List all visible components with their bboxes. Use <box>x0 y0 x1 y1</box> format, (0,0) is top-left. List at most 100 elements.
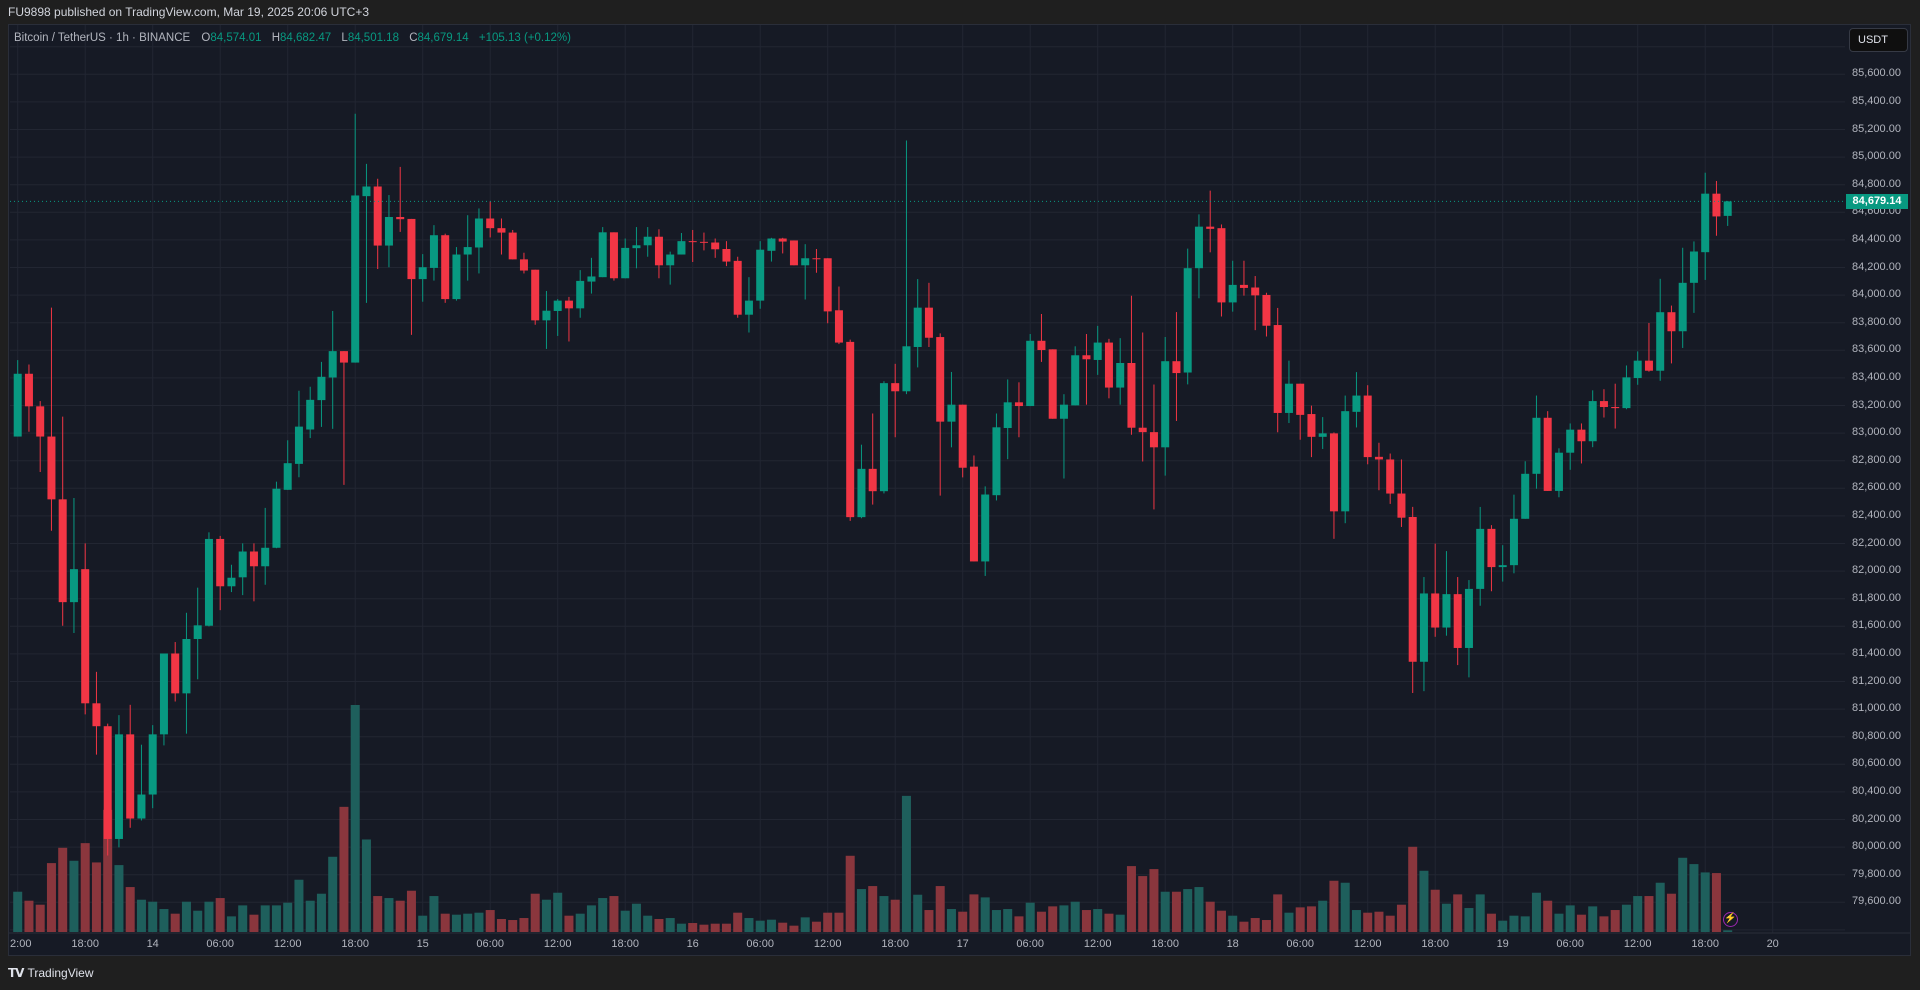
candle-up <box>1284 383 1293 413</box>
candle-down <box>722 249 731 262</box>
candle-down <box>1296 383 1305 415</box>
candle-down <box>1048 349 1057 419</box>
candle-up <box>1341 411 1350 512</box>
change-value: +105.13 (+0.12%) <box>478 32 571 44</box>
candle-up <box>148 734 157 795</box>
volume-bar <box>1284 912 1294 932</box>
candle-up <box>621 247 630 279</box>
candle-up <box>767 238 776 251</box>
publish-header: FU9898 published on TradingView.com, Mar… <box>0 0 1920 24</box>
volume-bar <box>1351 910 1361 932</box>
candle-up <box>981 494 990 562</box>
candle-up <box>1689 251 1698 283</box>
candle-down <box>1127 362 1136 428</box>
candle-up <box>69 569 78 603</box>
volume-bar <box>361 839 371 932</box>
volume-bar <box>609 896 619 932</box>
volume-bar <box>46 863 56 932</box>
volume-bar <box>991 910 1001 932</box>
chart-legend: Bitcoin / TetherUS · 1h · BINANCE O84,57… <box>14 32 578 44</box>
volume-bar <box>1374 911 1384 932</box>
volume-bar <box>418 915 428 932</box>
price-tick-label: 80,800.00 <box>1852 729 1901 742</box>
candle-down <box>126 734 135 819</box>
candle-down <box>1273 325 1282 413</box>
chart-panel[interactable] <box>8 24 1911 956</box>
volume-bar <box>913 894 923 932</box>
candle-down <box>1239 284 1248 288</box>
symbol-title[interactable]: Bitcoin / TetherUS · 1h · BINANCE <box>14 32 191 44</box>
volume-bar <box>1340 882 1350 932</box>
volume-bar <box>350 705 360 932</box>
volume-bar <box>598 898 608 932</box>
candle-up <box>1588 401 1597 442</box>
volume-bar <box>1599 916 1609 932</box>
candle-down <box>936 337 945 422</box>
volume-bar <box>733 912 743 932</box>
volume-bar <box>1408 846 1418 932</box>
candle-down <box>1374 456 1383 460</box>
volume-bar <box>1621 904 1631 932</box>
candles <box>13 113 1732 856</box>
volume-bar <box>406 890 416 932</box>
volume-bar <box>935 886 945 932</box>
volume-bar <box>170 913 180 932</box>
candle-down <box>1712 193 1721 217</box>
volume-bar <box>1003 909 1013 932</box>
volume-bar <box>676 923 686 932</box>
volume-bar <box>1543 900 1553 932</box>
volume-bar <box>69 860 79 932</box>
candle-down <box>1386 459 1395 494</box>
candle-down <box>1599 401 1608 408</box>
volume-bar <box>721 923 731 932</box>
volume-bar <box>665 918 675 932</box>
volume-bar <box>260 905 270 932</box>
candle-down <box>1037 340 1046 351</box>
candle-up <box>542 310 551 321</box>
candle-down <box>1397 493 1406 518</box>
price-tick-label: 81,000.00 <box>1852 702 1901 715</box>
candle-up <box>1228 284 1237 303</box>
volume-bar <box>249 914 259 932</box>
volume-bar <box>1666 893 1676 932</box>
volume-bar <box>1453 894 1463 932</box>
candle-down <box>733 260 742 315</box>
currency-button[interactable]: USDT <box>1849 28 1908 52</box>
candle-up <box>294 426 303 464</box>
candle-up <box>159 653 168 735</box>
volume-bar <box>58 847 68 932</box>
candle-up <box>272 488 281 548</box>
candle-down <box>508 232 517 260</box>
candle-up <box>474 218 483 248</box>
candle-down <box>171 653 180 694</box>
volume-bar <box>823 912 833 932</box>
volume-bar <box>114 865 124 932</box>
volume-bar <box>1419 870 1429 932</box>
price-tick-label: 80,600.00 <box>1852 757 1901 770</box>
lightning-icon[interactable]: ⚡ <box>1723 912 1738 927</box>
candle-up <box>553 300 562 311</box>
volume-bar <box>1149 869 1159 932</box>
candle-up <box>1318 433 1327 437</box>
volume-bar <box>159 909 169 932</box>
candle-up <box>283 463 292 490</box>
volume-bar <box>215 898 225 932</box>
candle-up <box>137 794 146 819</box>
candle-up <box>429 235 438 268</box>
candle-up <box>1678 282 1687 332</box>
candle-down <box>1082 355 1091 360</box>
candle-down <box>924 307 933 338</box>
price-tick-label: 82,600.00 <box>1852 481 1901 494</box>
candle-down <box>519 259 528 271</box>
volume-bar <box>1160 891 1170 932</box>
candle-down <box>1206 226 1215 229</box>
volume-bar <box>1138 876 1148 932</box>
candle-down <box>339 351 348 363</box>
candle-up <box>587 276 596 282</box>
volume-bar <box>541 899 551 932</box>
price-tick-label: 85,000.00 <box>1852 150 1901 163</box>
candle-down <box>81 569 90 704</box>
candle-up <box>1419 593 1428 662</box>
candle-down <box>396 216 405 220</box>
